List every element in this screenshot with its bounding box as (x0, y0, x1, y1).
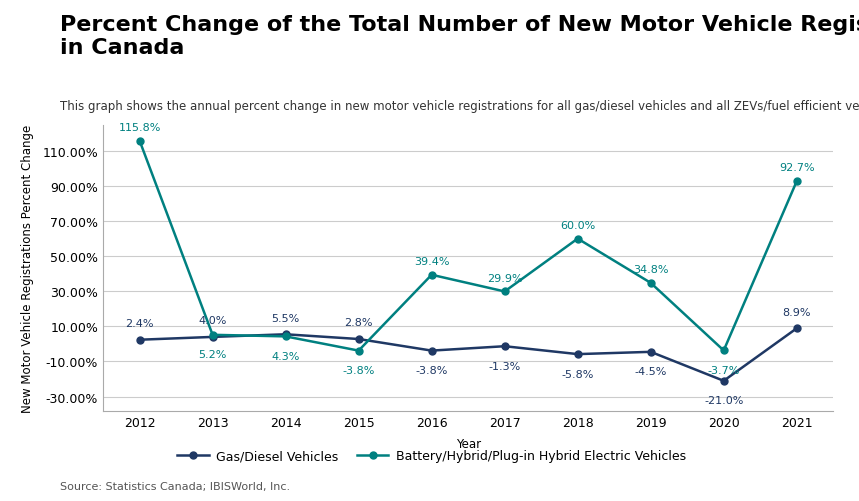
Text: -4.5%: -4.5% (635, 367, 667, 377)
Text: This graph shows the annual percent change in new motor vehicle registrations fo: This graph shows the annual percent chan… (60, 100, 859, 113)
Text: 34.8%: 34.8% (633, 265, 668, 275)
Gas/Diesel Vehicles (792, 326, 802, 332)
Gas/Diesel Vehicles (426, 348, 436, 354)
Text: 8.9%: 8.9% (783, 307, 811, 317)
Text: 4.0%: 4.0% (198, 316, 227, 326)
Text: 4.3%: 4.3% (271, 351, 300, 361)
Battery/Hybrid/Plug-in Hybrid Electric Vehicles (572, 236, 582, 242)
Text: -3.8%: -3.8% (416, 365, 448, 375)
Line: Battery/Hybrid/Plug-in Hybrid Electric Vehicles: Battery/Hybrid/Plug-in Hybrid Electric V… (136, 138, 801, 354)
Battery/Hybrid/Plug-in Hybrid Electric Vehicles (426, 272, 436, 278)
Battery/Hybrid/Plug-in Hybrid Electric Vehicles (208, 332, 218, 338)
Text: 2.8%: 2.8% (344, 318, 373, 328)
Gas/Diesel Vehicles (208, 334, 218, 340)
Text: 60.0%: 60.0% (560, 220, 595, 230)
Battery/Hybrid/Plug-in Hybrid Electric Vehicles (354, 348, 364, 354)
Text: -3.7%: -3.7% (708, 365, 740, 375)
Text: IBISWorld: IBISWorld (694, 466, 783, 480)
Gas/Diesel Vehicles (280, 332, 290, 338)
Text: -21.0%: -21.0% (704, 395, 743, 405)
Battery/Hybrid/Plug-in Hybrid Electric Vehicles (134, 138, 144, 144)
Text: Source: Statistics Canada; IBISWorld, Inc.: Source: Statistics Canada; IBISWorld, In… (60, 481, 290, 491)
Text: -3.8%: -3.8% (343, 365, 375, 375)
Gas/Diesel Vehicles (646, 349, 656, 355)
Gas/Diesel Vehicles (572, 351, 582, 357)
Legend: Gas/Diesel Vehicles, Battery/Hybrid/Plug-in Hybrid Electric Vehicles: Gas/Diesel Vehicles, Battery/Hybrid/Plug… (173, 444, 691, 467)
Text: 5.2%: 5.2% (198, 350, 227, 360)
Gas/Diesel Vehicles (718, 378, 728, 384)
Gas/Diesel Vehicles (500, 344, 510, 350)
Text: 5.5%: 5.5% (271, 313, 300, 323)
Battery/Hybrid/Plug-in Hybrid Electric Vehicles (718, 348, 728, 354)
Battery/Hybrid/Plug-in Hybrid Electric Vehicles (280, 334, 290, 340)
Gas/Diesel Vehicles (134, 337, 144, 343)
Battery/Hybrid/Plug-in Hybrid Electric Vehicles (792, 179, 802, 185)
Y-axis label: New Motor Vehicle Registrations Percent Change: New Motor Vehicle Registrations Percent … (21, 124, 34, 412)
Text: WHERE KNOWLEDGE IS POWER: WHERE KNOWLEDGE IS POWER (684, 486, 794, 491)
Text: Percent Change of the Total Number of New Motor Vehicle Registrations
in Canada: Percent Change of the Total Number of Ne… (60, 15, 859, 58)
X-axis label: Year: Year (455, 437, 481, 450)
Battery/Hybrid/Plug-in Hybrid Electric Vehicles (500, 289, 510, 295)
Text: 29.9%: 29.9% (487, 273, 522, 283)
Text: 115.8%: 115.8% (119, 123, 161, 132)
Battery/Hybrid/Plug-in Hybrid Electric Vehicles (646, 280, 656, 286)
Gas/Diesel Vehicles (354, 336, 364, 342)
Text: 2.4%: 2.4% (125, 319, 154, 328)
Text: 39.4%: 39.4% (414, 257, 449, 267)
Text: -5.8%: -5.8% (562, 369, 594, 379)
Text: -1.3%: -1.3% (489, 361, 521, 371)
Text: 92.7%: 92.7% (779, 163, 814, 173)
Line: Gas/Diesel Vehicles: Gas/Diesel Vehicles (136, 325, 801, 384)
